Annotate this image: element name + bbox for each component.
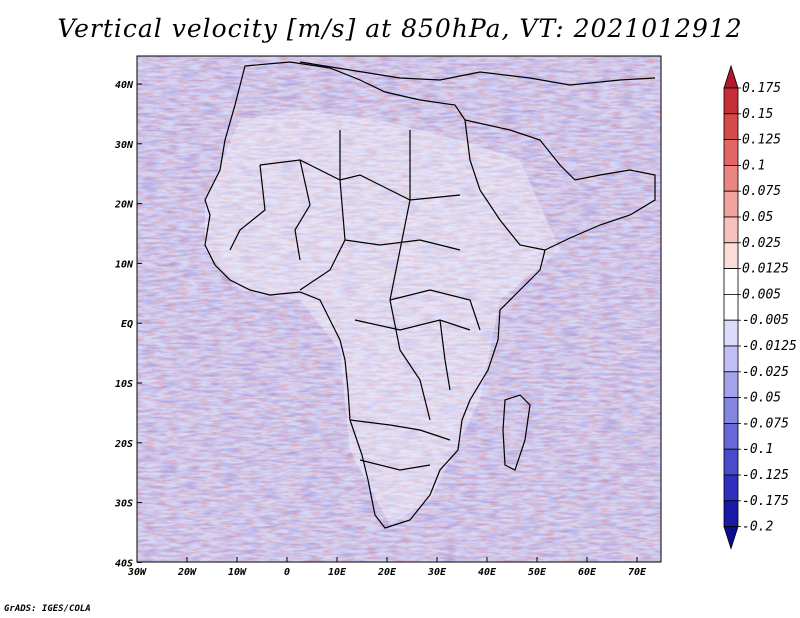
colorbar-swatch	[723, 164, 739, 192]
longitude-axis: 30W 20W 10W 0 10E 20E 30E 40E 50E 60E 70E	[127, 557, 647, 578]
colorbar-label: -0.175	[742, 494, 789, 509]
lon-tick-label: 10W	[228, 567, 247, 578]
colorbar-swatch	[723, 422, 739, 450]
colorbar-label: -0.1	[742, 442, 773, 457]
colorbar-swatch	[723, 319, 739, 347]
lon-tick-label: 40E	[478, 567, 497, 578]
colorbar-label: -0.025	[742, 365, 789, 380]
colorbar-swatch	[723, 448, 739, 476]
credit-text: GrADS: IGES/COLA	[4, 604, 91, 614]
colorbar-swatch	[723, 371, 739, 398]
lon-tick-label: 20E	[377, 567, 397, 578]
lat-tick-label: 30S	[114, 499, 133, 510]
lat-tick-label: 20S	[114, 439, 133, 450]
colorbar-label: 0.075	[742, 184, 781, 199]
lat-tick-label: 10S	[115, 379, 133, 390]
lon-tick-label: 50E	[528, 567, 547, 578]
colorbar-label: 0.05	[742, 210, 773, 225]
colorbar-swatch	[723, 268, 739, 295]
colorbar-label: 0.175	[742, 81, 781, 96]
lon-tick-label: 70E	[628, 567, 647, 578]
colorbar-swatch	[723, 474, 739, 502]
colorbar-swatch	[723, 87, 739, 115]
colorbar-label: 0.0125	[742, 262, 789, 277]
colorbar-swatch	[723, 345, 739, 373]
lat-tick-label: 30N	[114, 140, 134, 151]
colorbar-label: 0.025	[742, 236, 781, 251]
colorbar-label: -0.005	[742, 313, 789, 328]
colorbar-swatch	[723, 293, 739, 321]
lat-tick-label: 20N	[114, 200, 134, 211]
lon-tick-label: 20W	[177, 567, 197, 578]
colorbar-label: -0.125	[742, 468, 789, 483]
lon-tick-label: 60E	[578, 567, 597, 578]
colorbar-bottom-arrow	[723, 526, 739, 550]
lon-tick-label: 10E	[328, 567, 347, 578]
plot-frame	[136, 55, 662, 563]
lon-tick-label: 0	[284, 567, 290, 578]
colorbar-top-arrow	[723, 64, 739, 89]
colorbar-label: -0.075	[742, 416, 789, 431]
field-shading	[137, 56, 661, 562]
lat-tick-label: 40S	[115, 558, 133, 569]
coastlines	[204, 61, 656, 529]
lat-tick-label: 10N	[115, 259, 134, 270]
lon-tick-label: 30E	[427, 567, 447, 578]
colorbar-label: -0.2	[742, 520, 773, 535]
latitude-axis: 40N 30N 20N 10N EQ 10S 20S 30S 40S	[114, 80, 142, 569]
colorbar-label: -0.05	[742, 391, 781, 406]
colorbar-label: -0.0125	[742, 339, 797, 354]
colorbar-swatch	[723, 397, 739, 424]
lat-tick-label: 40N	[115, 80, 134, 91]
colorbar-label: 0.125	[742, 133, 781, 148]
lat-tick-label: EQ	[121, 319, 133, 330]
colorbar-swatch	[723, 139, 739, 166]
colorbar-label: 0.1	[742, 158, 765, 173]
chart-title: Vertical velocity [m/s] at 850hPa, VT: 2…	[57, 14, 743, 43]
lon-tick-label: 30W	[127, 567, 147, 578]
colorbar-label: 0.15	[742, 107, 773, 122]
colorbar-swatch	[723, 190, 739, 218]
colorbar-swatch	[723, 242, 739, 270]
colorbar-label: 0.005	[742, 287, 781, 302]
colorbar-swatch	[723, 113, 739, 141]
colorbar-swatch	[723, 216, 739, 244]
colorbar-swatch	[723, 500, 739, 527]
